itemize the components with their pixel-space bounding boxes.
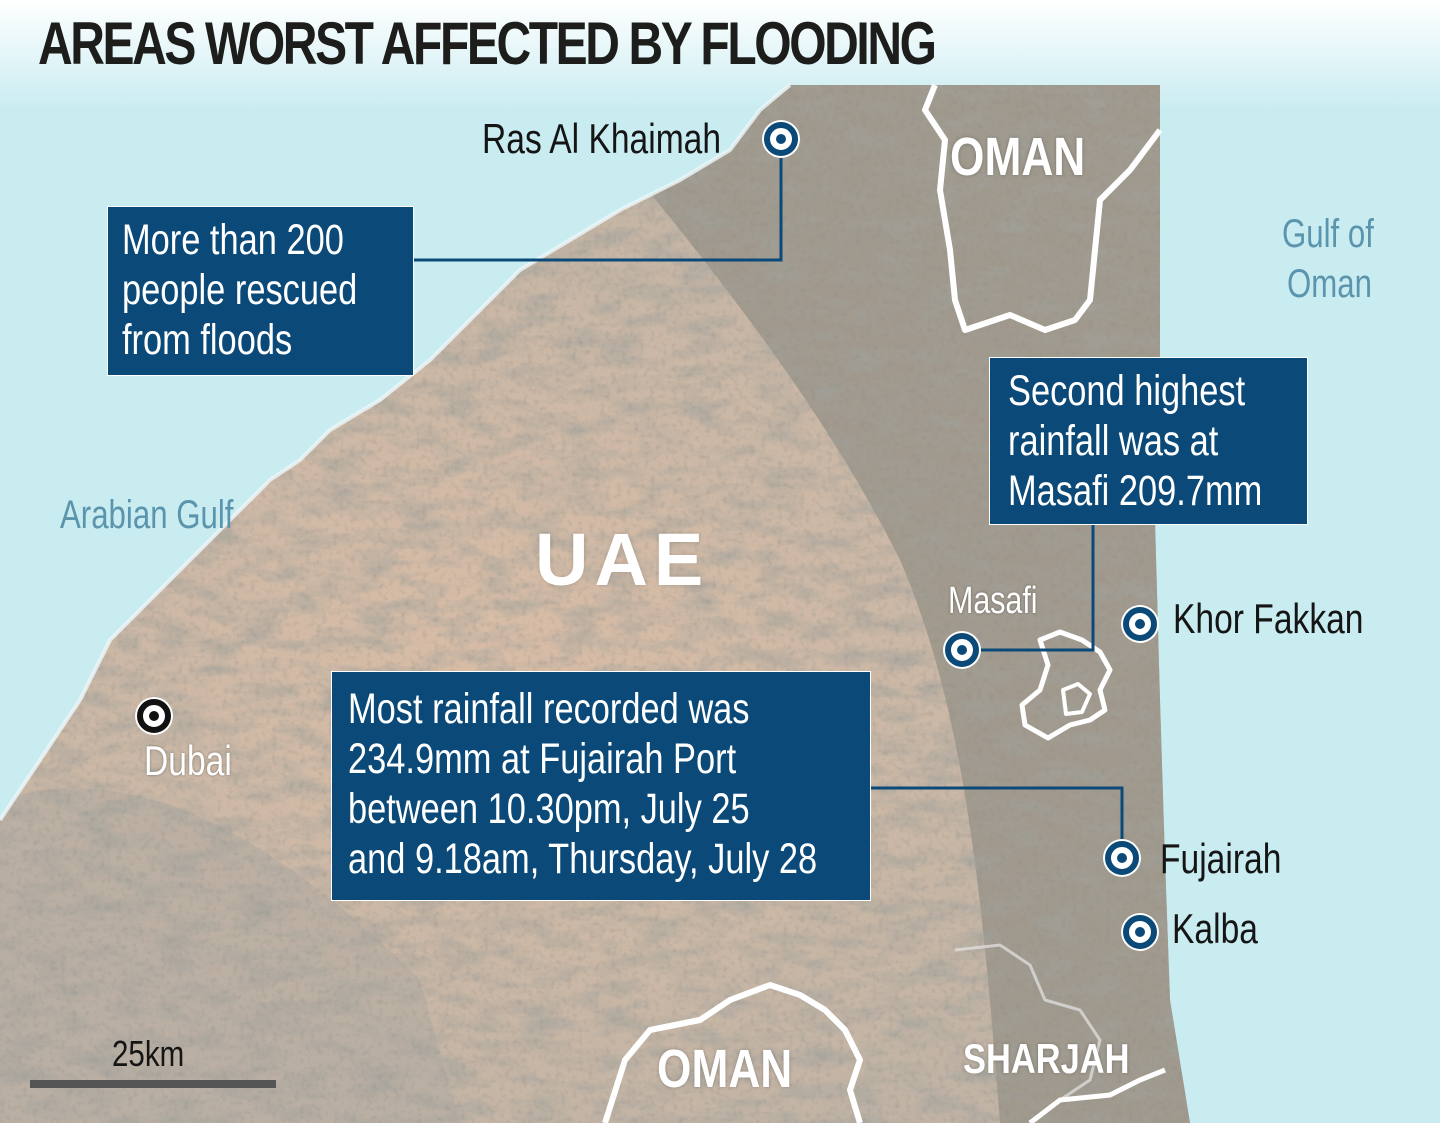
- marker-ras-al-khaimah: [762, 120, 800, 158]
- callout-fujairah-line-2: 234.9mm at Fujairah Port: [348, 735, 737, 783]
- sharjah-border: [1028, 1067, 1166, 1123]
- callout-rescue: More than 200 people rescued from floods: [107, 206, 414, 376]
- oman-north-border: [922, 83, 1163, 333]
- callout-masafi-text: Second highest rainfall was at Masafi 20…: [1008, 366, 1262, 516]
- label-masafi: Masafi: [948, 580, 1038, 622]
- label-sharjah: SHARJAH: [963, 1035, 1130, 1082]
- callout-fujairah-line-4: and 9.18am, Thursday, July 28: [348, 835, 818, 883]
- label-oman-south: OMAN: [657, 1039, 793, 1099]
- scale-bar: [30, 1080, 276, 1088]
- callout-fujairah-port: Most rainfall recorded was 234.9mm at Fu…: [331, 671, 871, 901]
- callout-rescue-line-2: people rescued: [122, 266, 358, 314]
- callout-fujairah-line-1: Most rainfall recorded was: [348, 685, 750, 733]
- marker-khor-fakkan: [1121, 605, 1159, 643]
- callout-masafi-line-1: Second highest: [1008, 367, 1246, 415]
- label-dubai: Dubai: [144, 737, 232, 784]
- leader-lines: [414, 158, 1124, 858]
- madha-enclave-border: [1019, 629, 1113, 741]
- oman-south-border: [602, 982, 863, 1123]
- label-gulf-of-oman-1: Gulf of: [1282, 212, 1374, 256]
- marker-dubai: [135, 697, 173, 735]
- sharjah-faint-border: [954, 943, 1102, 1102]
- label-oman-north: OMAN: [950, 127, 1086, 187]
- callout-rescue-line-1: More than 200: [122, 216, 344, 264]
- nahwa-enclave-border: [1061, 682, 1092, 716]
- label-fujairah: Fujairah: [1160, 835, 1282, 882]
- callout-masafi-line-2: rainfall was at: [1008, 417, 1219, 465]
- marker-kalba: [1121, 913, 1159, 951]
- callout-rescue-text: More than 200 people rescued from floods: [122, 215, 357, 365]
- label-gulf-of-oman-2: Oman: [1287, 262, 1372, 306]
- leader-masafi: [962, 525, 1095, 652]
- marker-fujairah: [1103, 839, 1141, 877]
- leader-rak: [414, 158, 783, 262]
- label-kalba: Kalba: [1172, 905, 1258, 952]
- label-ras-al-khaimah: Ras Al Khaimah: [482, 115, 722, 162]
- callout-rescue-line-3: from floods: [122, 316, 293, 364]
- callout-masafi: Second highest rainfall was at Masafi 20…: [989, 357, 1308, 525]
- callout-fujairah-line-3: between 10.30pm, July 25: [348, 785, 750, 833]
- top-fade: [0, 0, 1440, 110]
- label-khor-fakkan: Khor Fakkan: [1173, 595, 1364, 642]
- page-title: AREAS WORST AFFECTED BY FLOODING: [38, 10, 937, 77]
- west-coastline: [0, 83, 792, 822]
- leader-fujairah: [871, 786, 1124, 858]
- label-arabian-gulf: Arabian Gulf: [60, 493, 234, 537]
- callout-fujairah-port-text: Most rainfall recorded was 234.9mm at Fu…: [348, 684, 817, 884]
- scale-bar-label: 25km: [112, 1033, 185, 1074]
- marker-masafi: [943, 631, 981, 669]
- callout-masafi-line-3: Masafi 209.7mm: [1008, 467, 1263, 515]
- label-uae: UAE: [535, 518, 710, 601]
